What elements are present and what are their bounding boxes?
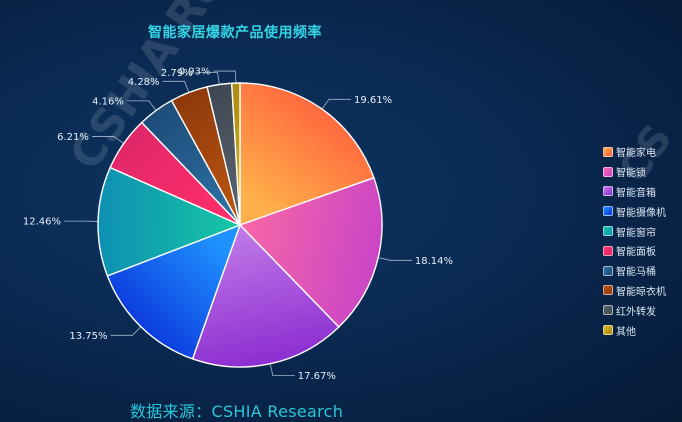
chart-title: 智能家居爆款产品使用频率	[148, 25, 322, 41]
pie-slice-1	[238, 176, 383, 328]
legend-item[interactable]: 其他	[603, 320, 666, 340]
legend-swatch	[603, 325, 613, 336]
legend-label: 智能家电	[616, 148, 656, 160]
data-label-9: 0.93%	[179, 67, 211, 78]
legend-item[interactable]: 智能摄像机	[603, 201, 666, 221]
legend-swatch	[603, 265, 613, 276]
data-label-5: 6.21%	[57, 132, 89, 143]
legend-label: 红外转发	[616, 306, 656, 318]
legend-item[interactable]: 智能锁	[603, 162, 666, 182]
data-label-2: 17.67%	[298, 371, 336, 382]
legend-swatch	[603, 245, 613, 256]
leader-line-8	[195, 72, 220, 85]
legend-label: 智能音箱	[616, 187, 656, 199]
data-label-3: 13.75%	[69, 331, 107, 342]
leader-line-0	[321, 98, 351, 110]
leader-line-1	[378, 257, 412, 261]
data-label-1: 18.14%	[415, 256, 453, 267]
legend-label: 智能窗帘	[616, 227, 656, 239]
leader-line-5	[91, 136, 124, 144]
leader-line-2	[269, 363, 295, 376]
legend-swatch	[603, 206, 613, 217]
legend-item[interactable]: 红外转发	[603, 300, 666, 320]
data-label-4: 12.46%	[23, 217, 61, 228]
legend-item[interactable]: 智能音箱	[603, 182, 666, 202]
legend-item[interactable]: 智能马桶	[603, 261, 666, 281]
legend-item[interactable]: 智能窗帘	[603, 221, 666, 241]
leader-line-3	[110, 326, 142, 336]
data-label-0: 19.61%	[354, 95, 392, 106]
legend-label: 智能摄像机	[616, 207, 666, 219]
leader-line-9	[213, 70, 237, 84]
legend-item[interactable]: 智能家电	[603, 142, 666, 162]
legend-label: 其他	[616, 326, 636, 338]
legend-label: 智能面板	[616, 247, 656, 259]
leader-line-7	[162, 80, 190, 93]
pie-slice-9	[230, 82, 241, 226]
legend-label: 智能锁	[616, 168, 646, 180]
legend: 智能家电智能锁智能音箱智能摄像机智能窗帘智能面板智能马桶智能晾衣机红外转发其他	[603, 142, 666, 340]
pie-slice-4	[97, 166, 242, 277]
legend-swatch	[603, 146, 613, 157]
legend-swatch	[603, 305, 613, 316]
data-label-8: 2.79%	[161, 68, 193, 79]
legend-swatch	[603, 166, 613, 177]
legend-label: 智能马桶	[616, 267, 656, 279]
source-note: 数据来源：CSHIA Research	[130, 402, 344, 421]
legend-swatch	[603, 186, 613, 197]
legend-item[interactable]: 智能晾衣机	[603, 281, 666, 301]
pie-slice-3	[106, 223, 242, 360]
data-label-7: 4.28%	[128, 77, 160, 88]
legend-swatch	[603, 226, 613, 237]
leader-line-6	[126, 100, 157, 111]
legend-item[interactable]: 智能面板	[603, 241, 666, 261]
legend-swatch	[603, 285, 613, 296]
legend-label: 智能晾衣机	[616, 286, 666, 298]
data-label-6: 4.16%	[92, 96, 124, 107]
